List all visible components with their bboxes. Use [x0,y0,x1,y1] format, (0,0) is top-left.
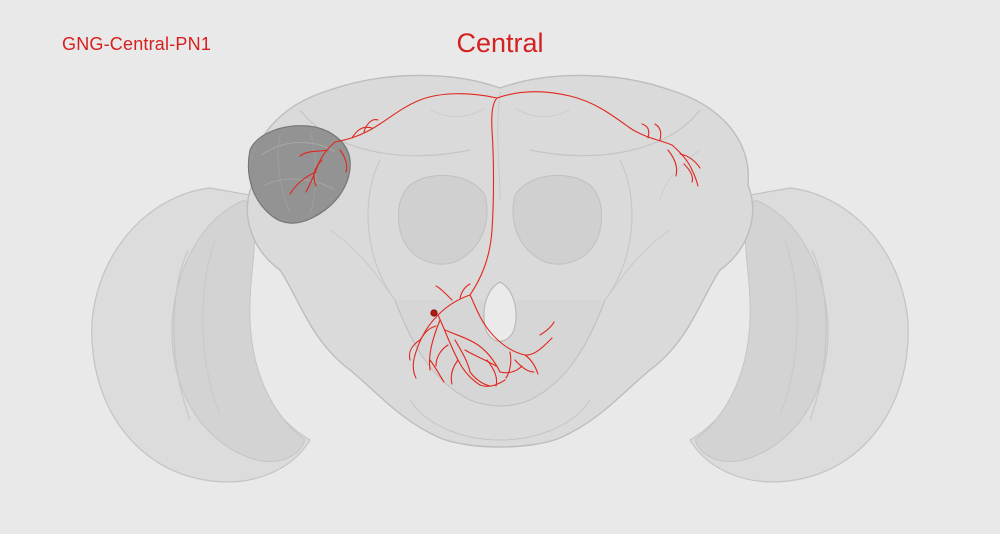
neuron-name-label: GNG-Central-PN1 [62,34,212,54]
right-optic-lobe [689,187,909,483]
region-title: Central [456,28,544,58]
left-optic-lobe [91,187,311,483]
central-brain [246,74,754,448]
neuron-gng-central-pn1 [289,91,701,387]
neuron-soma [430,309,438,317]
